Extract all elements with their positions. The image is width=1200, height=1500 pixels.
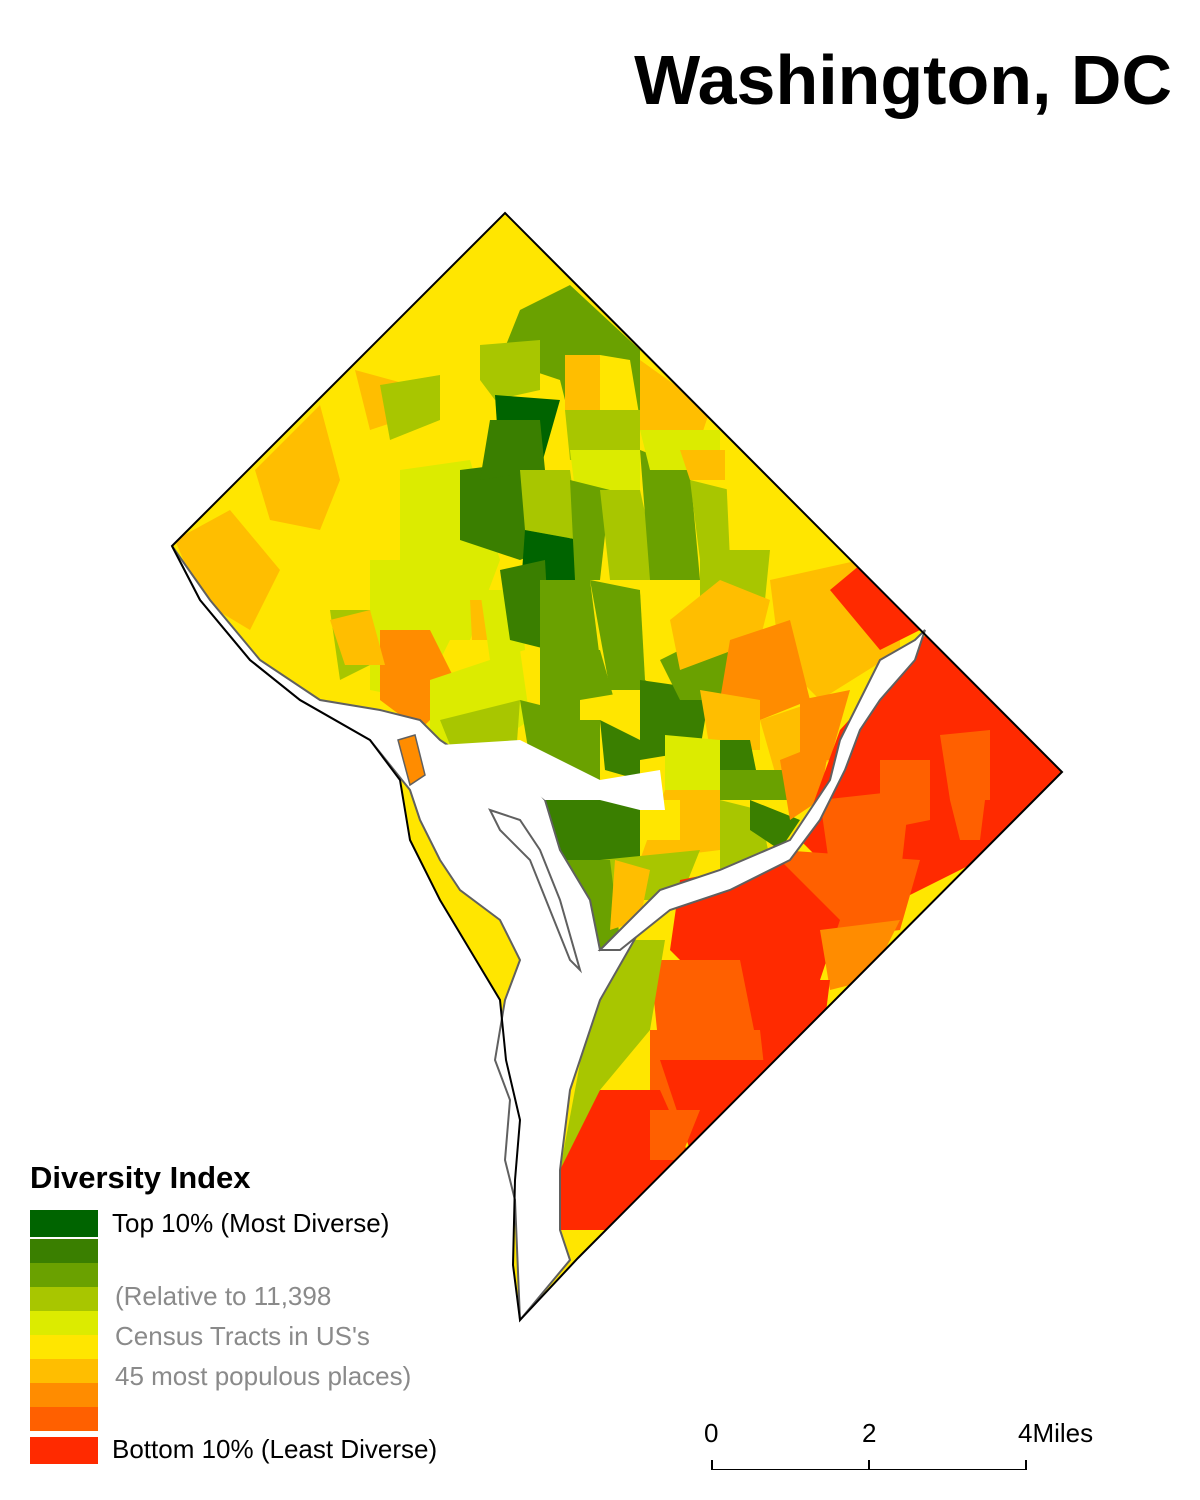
- national-mall: [440, 740, 665, 810]
- east-potomac-park: [488, 808, 583, 974]
- legend-swatch-class-10: [30, 1437, 98, 1464]
- legend-note-line-3: 45 most populous places): [115, 1361, 412, 1391]
- tract-class-7: [640, 360, 710, 440]
- legend-swatch-class-9: [30, 1407, 98, 1431]
- tract-class-3: [540, 580, 600, 660]
- legend-swatch-class-2: [30, 1239, 98, 1263]
- tract-class-6: [580, 690, 640, 720]
- tract-class-6: [640, 590, 665, 690]
- tract-class-7: [565, 355, 600, 410]
- tract-class-4: [380, 375, 440, 440]
- legend-swatch-class-4: [30, 1287, 98, 1311]
- tract-class-9: [650, 1110, 700, 1160]
- tract-class-9: [950, 800, 985, 840]
- potomac-river: [171, 545, 643, 1323]
- tract-class-4: [565, 410, 640, 460]
- tract-class-2: [500, 560, 550, 650]
- scale-tick-0: 0: [704, 1418, 719, 1448]
- scale-tick-4: 4Miles: [1018, 1418, 1093, 1449]
- tract-class-8: [820, 920, 900, 990]
- tract-class-6: [725, 450, 770, 560]
- tract-class-7: [680, 450, 725, 480]
- scale-tick-2: 2: [862, 1418, 877, 1448]
- scale-bar: [711, 1460, 1027, 1470]
- legend-swatch-class-6: [30, 1335, 98, 1359]
- tract-class-7: [700, 690, 760, 750]
- legend-swatch-class-3: [30, 1263, 98, 1287]
- tract-class-2: [600, 720, 640, 780]
- tract-class-10: [830, 565, 920, 650]
- roosevelt-island: [397, 734, 426, 787]
- tract-class-6: [600, 355, 640, 420]
- anacostia-river: [597, 629, 926, 951]
- tract-class-8: [720, 620, 810, 720]
- legend-note-line-2: Census Tracts in US's: [115, 1321, 370, 1351]
- scale-tick-4-value: 4: [1018, 1418, 1033, 1448]
- tract-class-2: [480, 420, 545, 480]
- tract-class-5: [570, 450, 640, 490]
- legend-swatch-class-5: [30, 1311, 98, 1335]
- tract-class-9: [940, 730, 990, 800]
- tract-class-4: [560, 940, 665, 1170]
- scale-unit: Miles: [1032, 1418, 1094, 1448]
- legend-swatch-class-1: [30, 1210, 98, 1237]
- legend-bottom-label: Bottom 10% (Least Diverse): [112, 1434, 438, 1464]
- tract-class-3: [570, 480, 610, 580]
- tract-class-3: [720, 770, 790, 800]
- tract-class-7: [670, 580, 770, 670]
- legend-swatch-class-8: [30, 1383, 98, 1407]
- tract-class-8: [800, 690, 850, 760]
- tract-class-2: [545, 800, 640, 860]
- tract-class-4: [520, 470, 580, 540]
- tract-class-10: [560, 1170, 640, 1230]
- legend-top-label: Top 10% (Most Diverse): [112, 1208, 390, 1238]
- water-layer: [171, 545, 926, 1323]
- legend-note-line-1: (Relative to 11,398: [115, 1281, 332, 1311]
- tract-class-7: [330, 610, 385, 665]
- tract-layer: [172, 213, 1062, 1320]
- tract-class-3: [590, 580, 650, 690]
- tract-class-2: [750, 800, 800, 850]
- tract-class-7: [255, 405, 340, 530]
- tract-class-5: [665, 735, 720, 790]
- legend-swatch-class-7: [30, 1359, 98, 1383]
- tract-class-4: [480, 340, 540, 400]
- tract-class-3: [640, 450, 700, 580]
- legend-title: Diversity Index: [30, 1160, 251, 1195]
- tract-class-4: [690, 480, 730, 560]
- map-title: Washington, DC: [634, 41, 1172, 119]
- dc-boundary: [170, 211, 1064, 1323]
